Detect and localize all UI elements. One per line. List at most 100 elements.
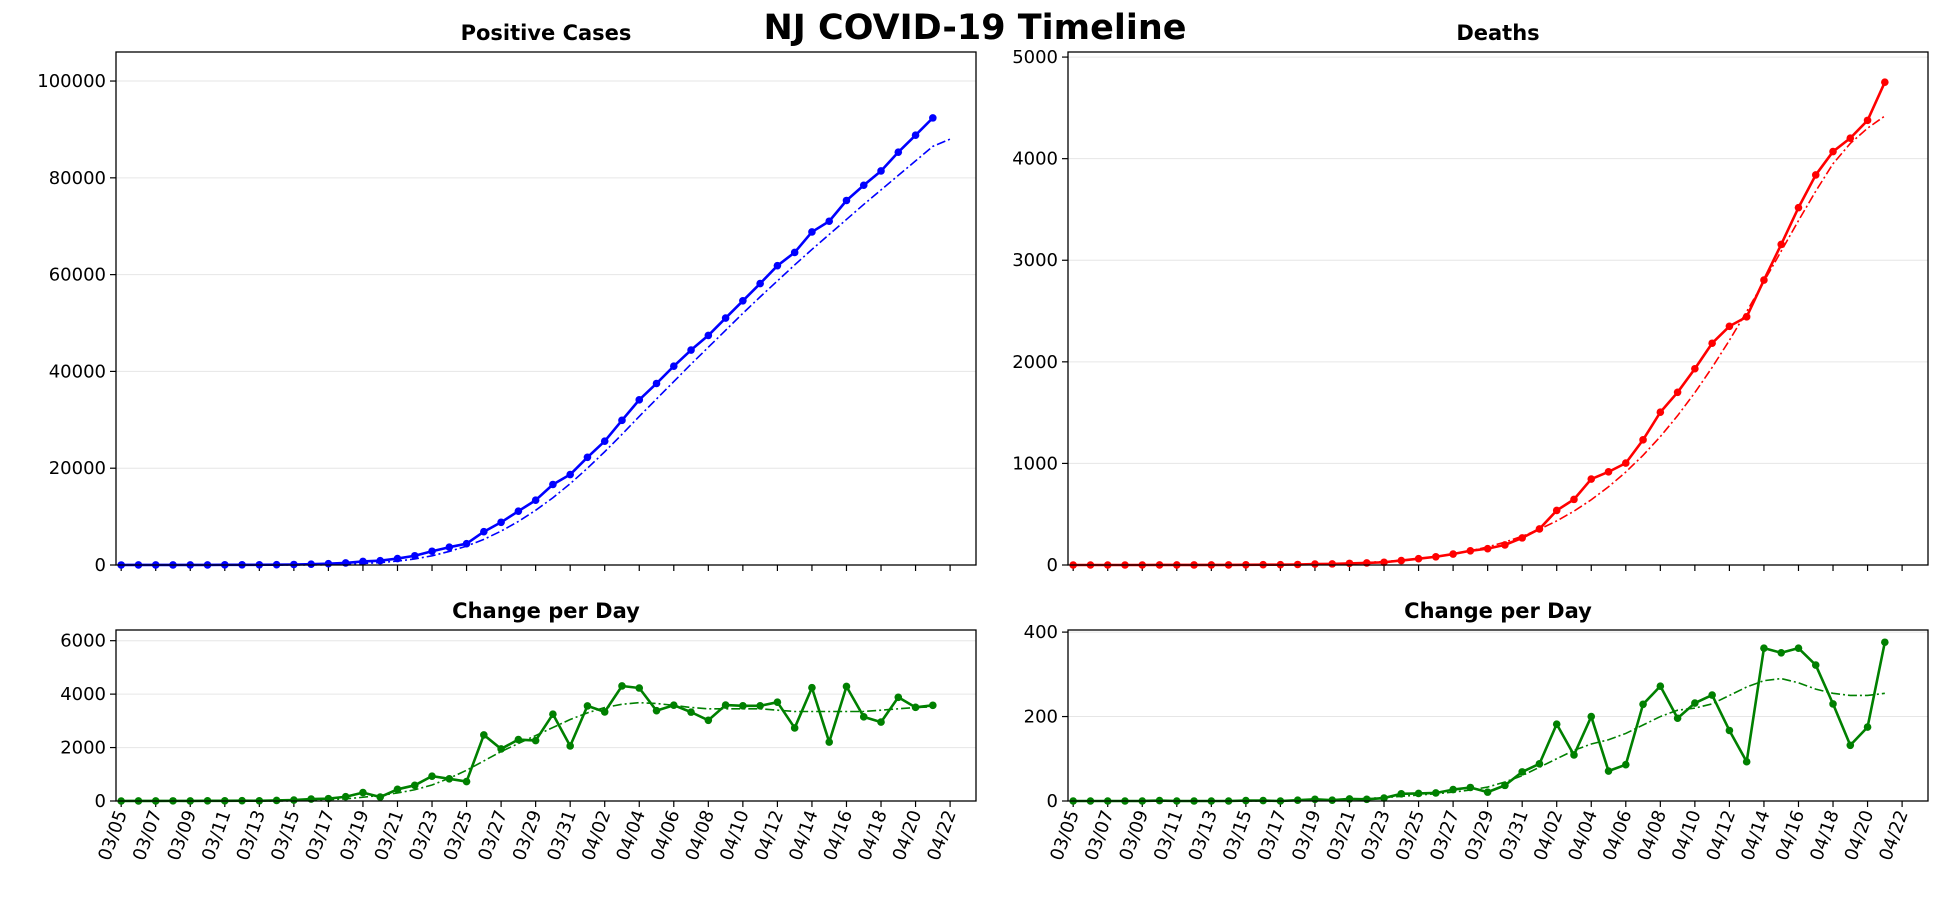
x-tick-label: 04/20 (889, 808, 926, 864)
x-tick-label: 03/19 (1288, 808, 1325, 864)
y-tick-label: 40000 (49, 361, 106, 382)
data-point (894, 693, 903, 702)
data-point (1380, 558, 1388, 567)
x-tick-label: 03/27 (1426, 808, 1463, 864)
data-point (1535, 760, 1544, 768)
data-point (790, 724, 799, 732)
data-point (1449, 785, 1457, 794)
data-point (393, 785, 402, 794)
x-tick-label: 03/09 (1115, 808, 1152, 864)
data-point (1777, 240, 1786, 249)
y-tick-label: 6000 (60, 631, 106, 652)
series-line (121, 684, 933, 803)
data-point (393, 554, 402, 563)
data-point (1604, 468, 1613, 476)
data-point (376, 556, 385, 565)
data-point (1811, 661, 1820, 669)
data-point (1691, 699, 1699, 707)
data-point (739, 297, 747, 305)
data-point (1397, 790, 1406, 798)
data-point (290, 796, 298, 804)
data-point (618, 682, 626, 690)
data-point (635, 396, 644, 404)
data-point (410, 551, 419, 560)
data-point (1846, 134, 1855, 142)
data-point (773, 698, 782, 706)
data-point (480, 731, 488, 739)
y-tick-label: 4000 (60, 684, 106, 705)
data-point (825, 738, 834, 746)
data-point (549, 480, 557, 489)
x-tick-label: 04/02 (578, 808, 615, 864)
data-point (1621, 760, 1630, 769)
data-point (1570, 751, 1578, 759)
data-point (1639, 436, 1647, 444)
data-point (359, 788, 367, 797)
data-point (1328, 796, 1337, 804)
data-point (1449, 550, 1457, 558)
series-line (1073, 641, 1887, 803)
data-point (583, 702, 592, 710)
data-point (428, 547, 436, 556)
panel-title: Change per Day (1404, 599, 1592, 623)
data-point (1777, 649, 1786, 657)
x-tick-label: 04/10 (1668, 808, 1705, 864)
x-tick-label: 04/04 (612, 808, 649, 864)
x-tick-label: 04/18 (1806, 808, 1843, 864)
data-point (877, 718, 885, 726)
data-point (773, 261, 782, 270)
data-point (1362, 795, 1371, 804)
x-tick-label: 04/12 (1703, 808, 1740, 864)
data-point (859, 713, 868, 721)
data-point (1587, 475, 1596, 483)
data-point (1656, 682, 1665, 690)
y-tick-label: 0 (95, 791, 106, 812)
data-point (1760, 644, 1768, 652)
data-point (307, 795, 315, 803)
x-tick-label: 03/07 (1081, 808, 1118, 864)
data-point (929, 114, 937, 122)
data-point (1432, 552, 1440, 561)
x-tick-label: 03/05 (1046, 808, 1083, 864)
data-point (480, 527, 488, 536)
data-point (1483, 788, 1492, 796)
x-tick-label: 03/15 (1219, 808, 1256, 864)
plot-frame (1067, 51, 1929, 566)
y-tick-label: 400 (1024, 622, 1058, 643)
y-tick-label: 80000 (49, 168, 106, 189)
data-point (687, 346, 695, 354)
x-tick-label: 04/10 (716, 808, 753, 864)
data-point (307, 560, 315, 568)
x-tick-label: 04/16 (820, 808, 857, 864)
y-tick-label: 0 (1047, 791, 1058, 812)
data-point (1656, 408, 1665, 417)
x-tick-label: 04/16 (1772, 808, 1809, 864)
data-point (410, 781, 419, 790)
x-tick-label: 03/19 (336, 808, 373, 864)
data-point (600, 708, 609, 716)
plot-frame (115, 51, 977, 566)
trend-line (1073, 115, 1886, 566)
data-point (341, 792, 350, 801)
data-point (894, 148, 903, 156)
panel-deaths: 0 1000 2000 3000 4000 5000 Deaths (1012, 21, 1929, 576)
data-point (704, 716, 713, 725)
data-point (739, 702, 747, 710)
data-point (808, 683, 816, 692)
x-tick-label: 03/31 (1495, 808, 1532, 864)
data-point (1604, 767, 1613, 775)
data-point (445, 543, 454, 552)
y-tick-label: 2000 (60, 738, 106, 759)
data-point (652, 379, 661, 388)
data-point (514, 735, 523, 744)
x-tick-label: 03/23 (405, 808, 442, 864)
x-tick-label: 03/09 (163, 808, 200, 864)
x-tick-label: 03/27 (474, 808, 511, 864)
data-point (1846, 741, 1855, 750)
y-tick-label: 3000 (1012, 250, 1058, 271)
x-tick-label: 03/11 (1150, 808, 1187, 864)
x-tick-label: 04/22 (923, 808, 960, 864)
data-point (1466, 546, 1475, 555)
data-point (1794, 203, 1803, 212)
